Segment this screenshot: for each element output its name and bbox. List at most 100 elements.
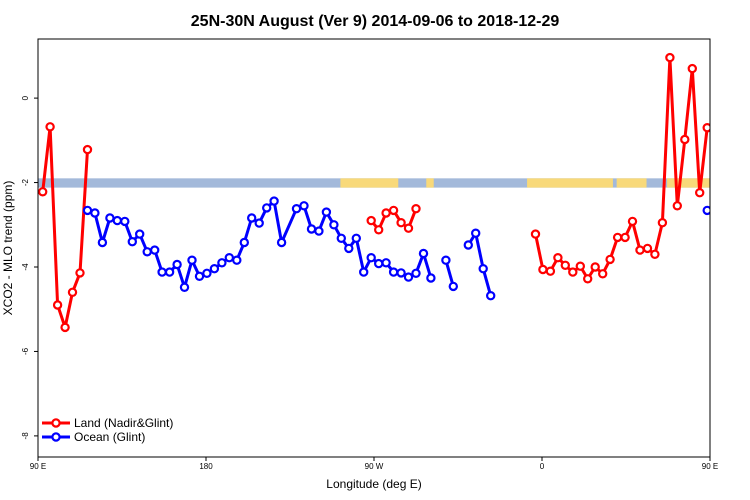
series-ocean-point: [269, 196, 279, 206]
series-ocean-point: [306, 224, 317, 234]
map-strip: [38, 178, 710, 188]
x-tick-label: 90 E: [30, 462, 46, 471]
series-land-point: [38, 187, 48, 197]
series-ocean-point: [702, 205, 710, 216]
series-ocean-point: [194, 271, 205, 281]
series-ocean-point: [164, 267, 175, 277]
series-ocean-point: [463, 240, 473, 250]
series-land-point: [672, 201, 683, 211]
series-ocean-point: [448, 281, 458, 292]
y-axis: 0 -2 -4 -6 -8: [21, 95, 38, 439]
series-land-point: [680, 134, 690, 145]
map-strip-land: [340, 178, 399, 188]
series-land-point: [612, 232, 623, 243]
series-ocean-point: [411, 268, 421, 278]
legend-swatch-marker: [51, 418, 61, 428]
series-land-line: [534, 56, 709, 281]
series-ocean-point: [97, 237, 108, 248]
series-land-point: [530, 229, 541, 239]
series-ocean-point: [276, 237, 287, 248]
legend-label: Land (Nadir&Glint): [74, 416, 173, 430]
series-ocean-point: [134, 229, 145, 239]
series-ocean-point: [127, 236, 137, 247]
series-ocean-point: [381, 258, 391, 268]
series-ocean-point: [426, 273, 436, 283]
series-ocean-point: [344, 243, 354, 254]
series-ocean-point: [711, 209, 718, 216]
x-axis-label: Longitude (deg E): [326, 477, 421, 491]
series-ocean-point: [112, 215, 123, 226]
series-land-point: [374, 225, 384, 235]
series-land-point: [568, 267, 578, 277]
series-land-point: [702, 123, 710, 133]
y-tick-label: 0: [21, 95, 30, 100]
series-ocean-point: [105, 213, 115, 223]
series-ocean-point: [172, 259, 182, 270]
series-ocean-point: [374, 258, 384, 269]
series-land-point: [52, 300, 63, 310]
series-land-point: [695, 187, 705, 198]
legend-item-ocean: Ocean (Glint): [42, 430, 145, 444]
series-ocean-line: [467, 231, 493, 297]
series-ocean-point: [321, 207, 332, 217]
series-ocean-point: [388, 267, 399, 277]
series-land-point: [82, 144, 93, 155]
series-ocean-point: [246, 213, 257, 223]
series-ocean-point: [726, 214, 733, 221]
series-ocean-point: [486, 291, 496, 301]
y-tick-label: -6: [21, 347, 30, 355]
y-tick-label: -2: [21, 178, 30, 186]
series-land-point: [627, 216, 638, 227]
map-strip-land: [667, 178, 710, 188]
series-land-point: [583, 274, 593, 284]
x-tick-label: 0: [540, 462, 545, 471]
legend-swatch-marker: [51, 432, 61, 442]
series-land-point: [642, 243, 653, 254]
series-ocean-point: [719, 239, 726, 246]
series-land-point: [620, 232, 630, 243]
series-ocean-point: [336, 233, 346, 243]
legend-item-land: Land (Nadir&Glint): [42, 416, 173, 430]
series-land-point: [411, 203, 421, 214]
series-land-point: [366, 215, 376, 226]
series-ocean-point: [478, 264, 488, 274]
series-ocean-point: [441, 255, 451, 265]
series-land-point: [403, 223, 414, 233]
series-ocean-point: [82, 205, 93, 216]
series-land-point: [575, 261, 586, 271]
legend-label: Ocean (Glint): [74, 430, 145, 444]
y-axis-label: XCO2 - MLO trend (ppm): [1, 181, 15, 316]
series-land-point: [75, 268, 85, 278]
series-ocean-point: [314, 226, 324, 236]
series-ocean-point: [179, 282, 190, 292]
x-axis: 90 E 180 90 W 0 90 E: [30, 457, 718, 471]
series-ocean-line: [87, 199, 433, 289]
series-land-point: [560, 260, 571, 270]
series-land-point: [687, 63, 698, 74]
series-land-point: [650, 249, 660, 259]
y-tick-label: -4: [21, 263, 30, 271]
series-ocean-point: [351, 233, 361, 243]
series-land-point: [598, 269, 608, 279]
series-ocean-point: [217, 258, 227, 268]
series-ocean-point: [224, 253, 234, 263]
series-ocean-point: [202, 268, 212, 278]
series-ocean-point: [741, 218, 748, 225]
x-tick-label: 90 W: [365, 462, 384, 471]
series-ocean-point: [157, 267, 167, 277]
series-ocean-point: [262, 203, 272, 213]
series-land-point: [657, 217, 668, 228]
series-ocean-line: [706, 208, 710, 213]
series-ocean-point: [734, 217, 741, 224]
series-ocean-point: [187, 255, 197, 265]
series-land-point: [60, 322, 70, 333]
series-ocean-point: [254, 218, 264, 228]
series-land-point: [396, 217, 406, 228]
x-tick-label: 180: [199, 462, 213, 471]
series-ocean-point: [142, 247, 152, 257]
series-land-point: [67, 287, 78, 297]
series-ocean-point: [291, 203, 302, 214]
series-land-point: [665, 52, 675, 63]
y-tick-label: -8: [21, 432, 30, 440]
